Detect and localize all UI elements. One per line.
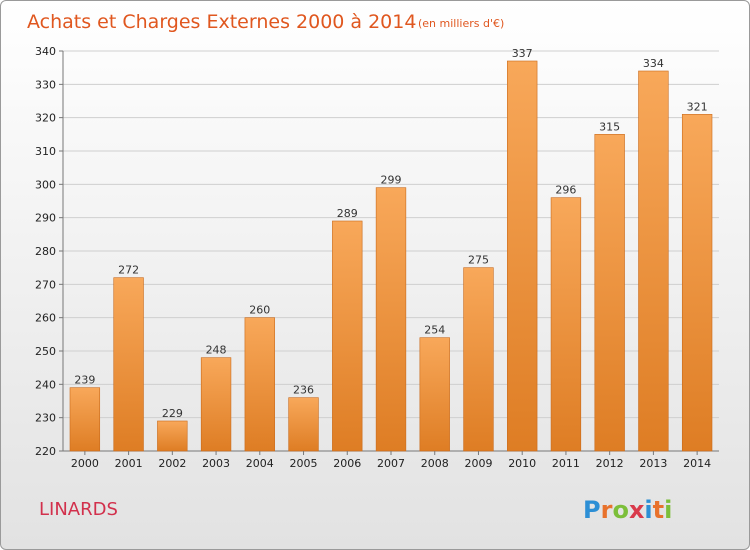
commune-name: LINARDS	[39, 499, 118, 520]
bar-2009	[463, 267, 494, 452]
y-tick-label: 300	[35, 178, 56, 191]
logo-letter: o	[612, 496, 629, 524]
bar-2007	[375, 187, 407, 452]
x-tick-label-2003: 2003	[202, 457, 230, 470]
x-tick-label-2001: 2001	[115, 457, 143, 470]
x-tick-label-2014: 2014	[683, 457, 711, 470]
logo-letter: r	[601, 496, 613, 524]
x-tick-label-2006: 2006	[333, 457, 361, 470]
x-tick-label-2011: 2011	[552, 457, 580, 470]
x-tick-label-2000: 2000	[71, 457, 99, 470]
y-tick-label: 250	[35, 345, 56, 358]
x-tick-label-2009: 2009	[464, 457, 492, 470]
y-tick-label: 270	[35, 278, 56, 291]
value-label-2006: 289	[337, 207, 358, 220]
y-tick-label: 220	[35, 445, 56, 458]
bar-2010	[507, 60, 538, 452]
x-tick-label-2010: 2010	[508, 457, 536, 470]
value-label-2008: 254	[424, 324, 445, 337]
x-axis: 2000 2001 2002 2003 2004 2005 2006 2007 2008 2009…	[71, 451, 711, 470]
x-tick-label-2002: 2002	[158, 457, 186, 470]
bar-2014	[681, 114, 713, 452]
value-label-2009: 275	[468, 254, 489, 267]
value-label-2002: 229	[162, 407, 183, 420]
y-tick-label: 230	[35, 412, 56, 425]
bars: 239 272 229 248 260 236 289 299 254 275 337 296 315 3…	[69, 47, 713, 452]
logo-letter: P	[583, 496, 601, 524]
bar-2001	[113, 277, 144, 452]
logo-text: Proxiti	[583, 496, 672, 524]
y-tick-label: 330	[35, 78, 56, 91]
logo-letter: i	[644, 496, 652, 524]
bar-2000	[69, 387, 101, 452]
value-label-2005: 236	[293, 384, 314, 397]
y-tick-label: 320	[35, 112, 56, 125]
proxiti-logo: Proxiti	[583, 496, 672, 524]
chart-title: Achats et Charges Externes 2000 à 2014	[27, 11, 416, 33]
bar-2012	[594, 134, 625, 452]
value-label-2010: 337	[512, 47, 533, 60]
bar-2003	[200, 357, 232, 452]
value-label-2007: 299	[381, 174, 402, 187]
logo-letter: x	[629, 496, 645, 524]
bar-2004	[244, 317, 275, 452]
y-tick-label: 290	[35, 212, 56, 225]
y-tick-label: 310	[35, 145, 56, 158]
bar-2013	[638, 70, 669, 452]
value-label-2014: 321	[687, 100, 708, 113]
value-label-2000: 239	[74, 374, 95, 387]
chart-unit: (en milliers d'€)	[418, 17, 504, 30]
x-tick-label-2008: 2008	[421, 457, 449, 470]
y-tick-label: 260	[35, 312, 56, 325]
bar-2011	[550, 197, 582, 452]
bar-2002	[157, 420, 188, 452]
bar-2006	[332, 220, 363, 452]
value-label-2003: 248	[206, 344, 227, 357]
bar-2008	[419, 337, 450, 452]
value-label-2011: 296	[555, 184, 576, 197]
y-tick-label: 280	[35, 245, 56, 258]
value-label-2013: 334	[643, 57, 664, 70]
x-tick-label-2013: 2013	[639, 457, 667, 470]
y-tick-label: 340	[35, 45, 56, 58]
value-label-2001: 272	[118, 264, 139, 277]
x-tick-label-2007: 2007	[377, 457, 405, 470]
y-tick-label: 240	[35, 378, 56, 391]
value-label-2012: 315	[599, 120, 620, 133]
x-tick-label-2004: 2004	[246, 457, 274, 470]
logo-letter: t	[653, 496, 664, 524]
x-tick-label-2005: 2005	[290, 457, 318, 470]
x-tick-label-2012: 2012	[596, 457, 624, 470]
logo-letter: i	[664, 496, 672, 524]
value-label-2004: 260	[249, 304, 270, 317]
bar-2005	[288, 397, 319, 452]
